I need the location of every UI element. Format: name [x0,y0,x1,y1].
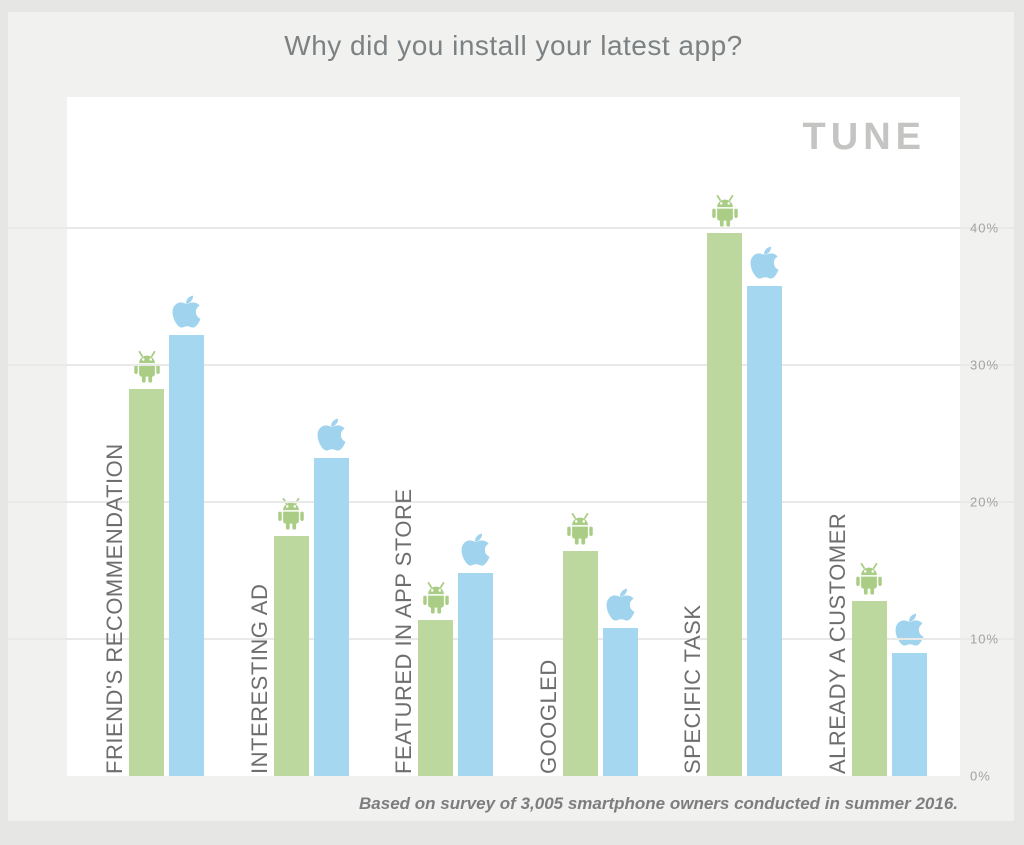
apple-logo-icon [172,292,201,330]
bar-ios-3 [602,628,638,776]
y-tick-label-0pct: 0% [970,768,991,784]
apple-logo-icon [895,610,924,648]
android-robot-icon [710,194,740,227]
android-robot-icon [132,350,162,383]
bar-ios-2 [458,573,493,776]
apple-logo-icon [461,530,490,568]
apple-logo-icon [606,585,635,623]
y-tick-label-40pct: 40% [970,220,1000,236]
gridline-10pct [8,638,1014,641]
bar-android-0 [129,388,164,776]
android-robot-icon [854,562,884,595]
plot-area [67,97,960,776]
bar-android-3 [562,551,598,776]
category-label-2: FEATURED IN APP STORE [391,488,416,774]
chart-panel: FRIEND'S RECOMMENDATION INTERESTING AD FEA… [8,12,1014,821]
category-label-3: GOOGLED [535,659,561,774]
bar-ios-1 [313,458,349,776]
apple-logo-icon [750,243,779,281]
bar-ios-0 [169,335,204,776]
bar-ios-5 [891,652,927,776]
category-label-0: FRIEND'S RECOMMENDATION [102,443,127,774]
bar-android-5 [851,600,887,776]
chart-title: Why did you install your latest app? [284,30,743,61]
y-tick-label-20pct: 20% [970,494,1000,510]
category-label-5: ALREADY A CUSTOMER [824,512,850,774]
bar-android-4 [707,232,742,776]
source-footnote: Based on survey of 3,005 smartphone owne… [359,794,958,813]
bar-android-1 [273,536,309,776]
gridline-40pct [8,227,1014,230]
tune-logo: TUNE [802,116,926,158]
y-tick-label-30pct: 30% [970,357,1000,373]
category-label-1: INTERESTING AD [246,583,272,774]
category-label-4: SPECIFIC TASK [680,604,705,774]
apple-logo-icon [317,415,346,453]
android-robot-icon [565,512,595,546]
y-tick-label-10pct: 10% [970,631,1000,647]
android-robot-icon [421,581,451,614]
bar-android-2 [418,619,453,776]
bar-ios-4 [747,285,782,776]
gridline-20pct [8,501,1014,504]
gridline-30pct [8,364,1014,367]
